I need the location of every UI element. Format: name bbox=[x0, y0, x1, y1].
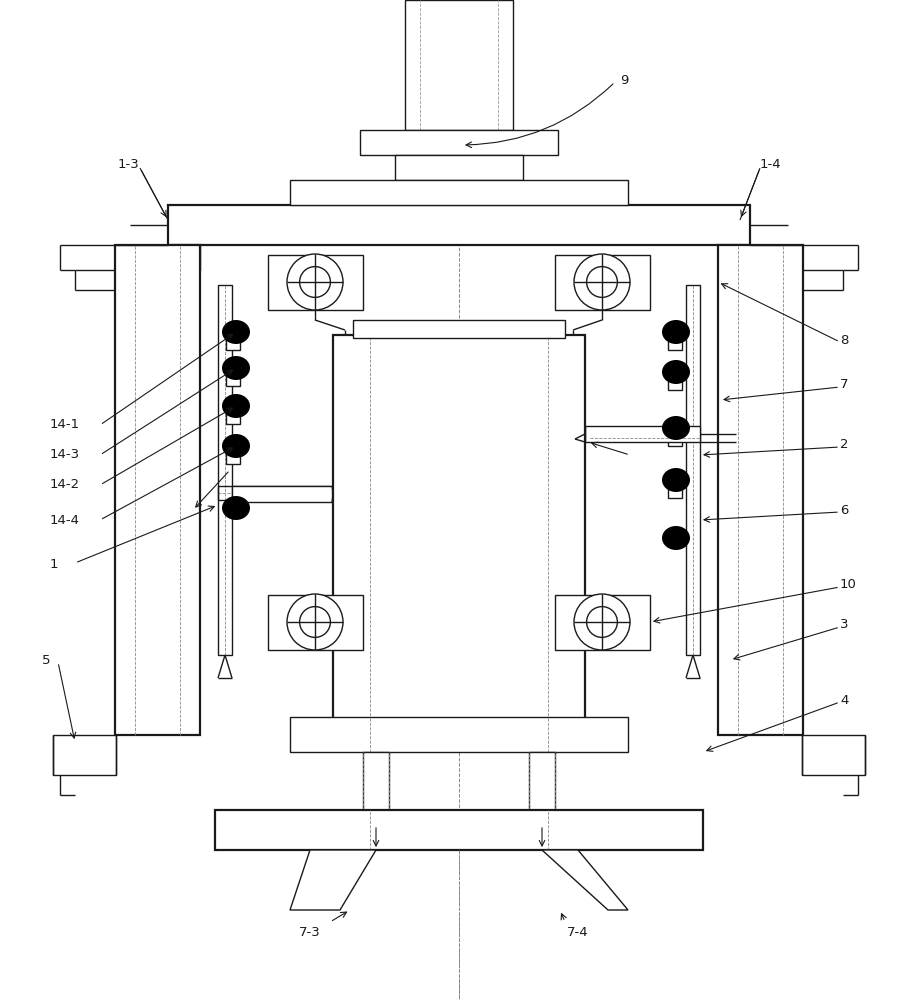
Text: 10: 10 bbox=[840, 578, 856, 591]
Circle shape bbox=[587, 607, 618, 637]
Text: 4: 4 bbox=[840, 694, 848, 706]
Bar bbox=[363, 752, 389, 810]
Polygon shape bbox=[290, 850, 376, 910]
Bar bbox=[668, 340, 682, 350]
Text: 7-3: 7-3 bbox=[299, 926, 321, 938]
Bar bbox=[333, 335, 585, 720]
Bar bbox=[529, 752, 555, 810]
Text: 14-4: 14-4 bbox=[50, 514, 80, 526]
Circle shape bbox=[287, 254, 343, 310]
Text: 1: 1 bbox=[50, 558, 59, 572]
Polygon shape bbox=[542, 850, 628, 910]
Bar bbox=[718, 245, 803, 735]
Bar bbox=[555, 595, 650, 650]
Circle shape bbox=[299, 267, 330, 297]
Ellipse shape bbox=[222, 394, 250, 418]
Text: 8: 8 bbox=[840, 334, 848, 347]
Text: 14-3: 14-3 bbox=[50, 448, 80, 462]
Circle shape bbox=[587, 267, 618, 297]
Bar bbox=[360, 130, 558, 155]
Bar bbox=[353, 320, 565, 338]
Ellipse shape bbox=[662, 416, 690, 440]
Text: 1-3: 1-3 bbox=[118, 158, 140, 172]
Bar bbox=[405, 0, 513, 130]
Bar bbox=[226, 340, 240, 350]
Ellipse shape bbox=[662, 468, 690, 492]
Text: 7-4: 7-4 bbox=[567, 926, 588, 938]
Bar bbox=[585, 426, 700, 442]
Text: 7: 7 bbox=[840, 378, 848, 391]
Bar bbox=[395, 155, 523, 180]
Bar bbox=[686, 285, 700, 655]
Ellipse shape bbox=[222, 356, 250, 380]
Text: 2: 2 bbox=[840, 438, 848, 452]
Ellipse shape bbox=[222, 320, 250, 344]
Bar bbox=[226, 454, 240, 464]
Bar bbox=[268, 595, 363, 650]
Bar bbox=[232, 486, 332, 502]
Text: 5: 5 bbox=[42, 654, 50, 666]
Bar bbox=[668, 436, 682, 446]
Circle shape bbox=[574, 594, 630, 650]
Bar bbox=[226, 376, 240, 386]
Bar bbox=[668, 488, 682, 498]
Bar bbox=[218, 285, 232, 655]
Text: 14-2: 14-2 bbox=[50, 479, 80, 491]
Bar bbox=[668, 380, 682, 390]
Text: 3: 3 bbox=[840, 618, 848, 632]
Bar bbox=[353, 720, 565, 738]
Bar bbox=[226, 414, 240, 424]
Text: 6: 6 bbox=[840, 504, 848, 516]
Text: 9: 9 bbox=[620, 74, 629, 87]
Ellipse shape bbox=[662, 526, 690, 550]
Bar bbox=[268, 255, 363, 310]
Ellipse shape bbox=[662, 320, 690, 344]
Bar bbox=[802, 735, 865, 775]
Bar bbox=[290, 180, 628, 205]
Bar bbox=[168, 205, 750, 245]
Ellipse shape bbox=[662, 360, 690, 384]
Bar bbox=[53, 735, 116, 775]
Ellipse shape bbox=[222, 434, 250, 458]
Circle shape bbox=[287, 594, 343, 650]
Bar bbox=[555, 255, 650, 310]
Circle shape bbox=[574, 254, 630, 310]
Ellipse shape bbox=[222, 496, 250, 520]
Circle shape bbox=[299, 607, 330, 637]
Text: 1-4: 1-4 bbox=[760, 158, 781, 172]
Text: 14-1: 14-1 bbox=[50, 418, 80, 432]
Bar bbox=[215, 810, 703, 850]
Bar bbox=[115, 245, 200, 735]
Bar bbox=[290, 717, 628, 752]
